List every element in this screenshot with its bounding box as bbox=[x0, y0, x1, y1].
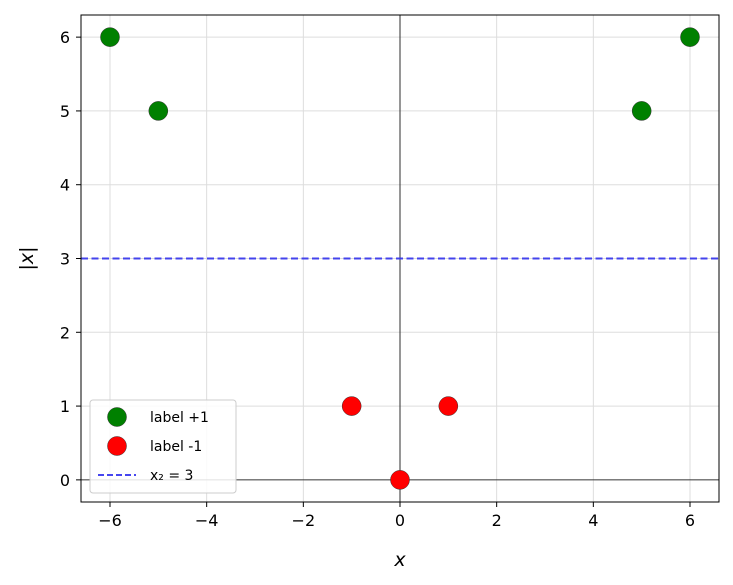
x-tick-label: 6 bbox=[685, 511, 695, 530]
x-tick-label: −4 bbox=[195, 511, 219, 530]
point-label-plus-1 bbox=[100, 27, 120, 47]
point-label-minus-1 bbox=[438, 396, 459, 416]
x-tick-label: 0 bbox=[395, 511, 405, 530]
point-label-minus-1 bbox=[341, 396, 362, 416]
point-label-plus-1 bbox=[148, 101, 169, 121]
y-tick-label: 3 bbox=[60, 250, 70, 269]
y-tick-label: 2 bbox=[60, 323, 70, 342]
legend-item-label-minus-1-text: label -1 bbox=[150, 439, 202, 455]
legend-item-reference-text: x₂ = 3 bbox=[150, 468, 193, 484]
y-tick-label: 4 bbox=[60, 176, 70, 195]
legend: label +1 label -1 x₂ = 3 bbox=[89, 399, 237, 494]
legend-item-label-plus-1-text: label +1 bbox=[150, 410, 209, 426]
axis-ticks: −6 −4 −2 0 2 4 6 0 1 2 3 4 5 6 bbox=[60, 28, 695, 530]
point-label-plus-1 bbox=[631, 101, 652, 121]
x-tick-label: −2 bbox=[292, 511, 316, 530]
legend-item-label-minus-1-marker bbox=[107, 436, 127, 456]
x-tick-label: −6 bbox=[98, 511, 122, 530]
x-axis-label: x bbox=[393, 549, 406, 571]
x-tick-label: 4 bbox=[588, 511, 598, 530]
x-tick-label: 2 bbox=[492, 511, 502, 530]
legend-box bbox=[89, 399, 237, 494]
y-tick-label: 5 bbox=[60, 102, 70, 121]
point-label-plus-1 bbox=[680, 27, 700, 47]
legend-item-label-plus-1-marker bbox=[107, 407, 127, 427]
point-label-minus-1 bbox=[390, 470, 410, 490]
y-tick-label: 0 bbox=[60, 471, 70, 490]
data-points bbox=[100, 27, 700, 490]
y-tick-label: 6 bbox=[60, 28, 70, 47]
y-tick-label: 1 bbox=[60, 397, 70, 416]
y-axis-label: |x| bbox=[16, 246, 38, 270]
